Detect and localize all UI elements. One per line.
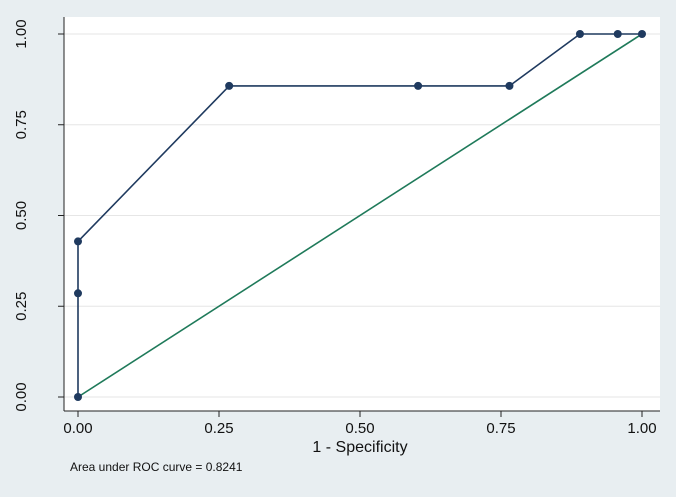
roc-point-marker <box>613 30 622 38</box>
x-axis-title: 1 - Specificity <box>312 439 407 456</box>
reference-diagonal-line <box>77 33 643 398</box>
roc-point-marker <box>74 393 82 401</box>
y-tick-label: 0.75 <box>13 110 30 139</box>
axis-ticks: 0.00 0.25 0.50 0.75 1.00 0.00 0.25 0.50 0.75 1.00 <box>13 19 657 437</box>
grid-lines <box>64 33 660 398</box>
y-tick-label: 1.00 <box>13 19 30 48</box>
roc-point-marker <box>74 237 82 246</box>
y-tick-label: 0.50 <box>13 201 30 230</box>
x-tick-label: 0.75 <box>486 420 515 437</box>
y-tick-label: 0.00 <box>13 382 30 411</box>
roc-point-marker <box>225 81 234 90</box>
y-tick-label: 0.25 <box>13 292 30 321</box>
roc-point-marker <box>638 30 646 38</box>
x-tick-label: 0.50 <box>345 420 374 437</box>
x-tick-label: 0.25 <box>204 420 233 437</box>
x-tick-label: 1.00 <box>627 420 656 437</box>
x-tick-label: 0.00 <box>63 420 92 437</box>
series-layer <box>74 30 646 401</box>
auc-note: Area under ROC curve = 0.8241 <box>70 460 243 474</box>
roc-point-marker <box>414 81 423 90</box>
roc-point-marker <box>505 81 514 90</box>
roc-point-marker <box>74 289 82 298</box>
roc-point-marker <box>575 30 584 38</box>
